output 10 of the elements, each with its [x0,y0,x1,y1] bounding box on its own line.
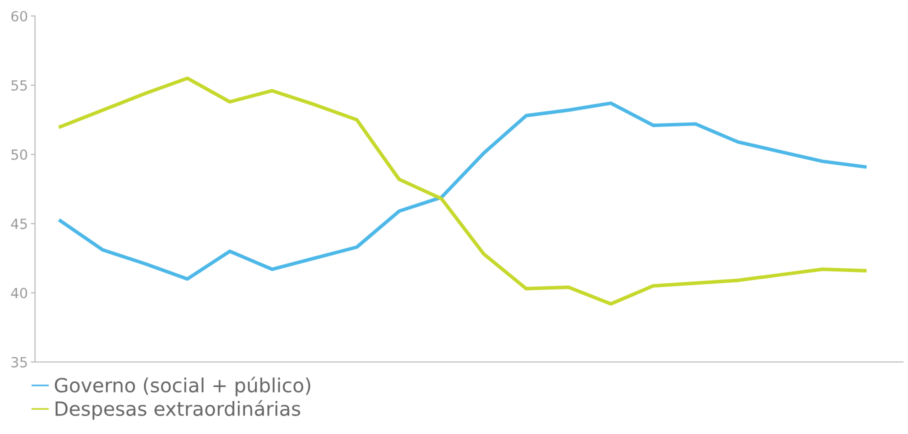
y-tick-label: 50 [11,149,28,160]
legend-label: Despesas extraordinárias [56,400,300,420]
y-tick-label: 35 [11,356,27,368]
line-series [58,101,867,281]
line-series [58,76,867,306]
legend-label: Governo (social + público) [54,376,310,396]
y-tick-label: 55 [11,80,27,91]
y-tick-label: 40 [11,288,28,298]
y-tick-label: 45 [11,218,27,230]
y-tick-label: 60 [11,10,28,22]
